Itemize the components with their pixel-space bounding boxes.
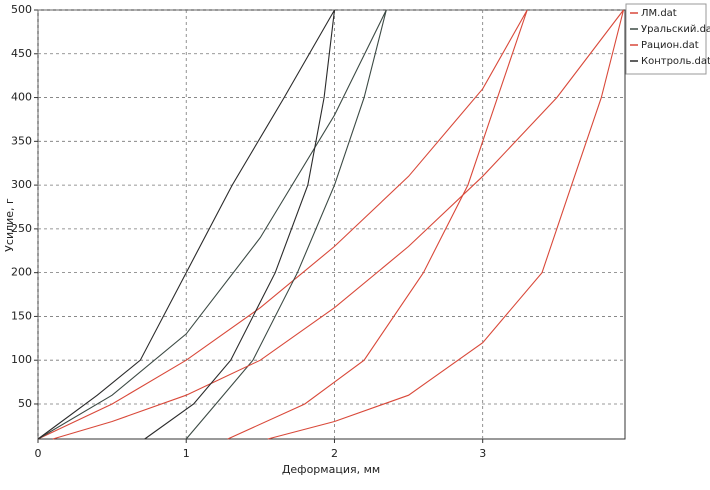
series-line xyxy=(52,9,625,440)
series-line xyxy=(37,9,336,440)
y-tick-label: 200 xyxy=(11,266,32,279)
legend-label: ЛМ.dat xyxy=(641,8,677,19)
y-tick-label: 300 xyxy=(11,178,32,191)
x-tick-label: 0 xyxy=(35,447,42,460)
y-tick-label: 400 xyxy=(11,91,32,104)
series-line xyxy=(37,9,387,440)
plot-area xyxy=(37,9,626,440)
legend-label: Рацион.dat xyxy=(641,40,699,51)
legend-label: Контроль.dat xyxy=(641,56,710,67)
y-tick-label: 100 xyxy=(11,353,32,366)
y-axis-label: Усилие, г xyxy=(3,198,16,252)
x-axis-label: Деформация, мм xyxy=(282,463,380,476)
legend-label: Уральский.dat xyxy=(641,24,710,35)
legend-box xyxy=(625,3,707,75)
y-tick-label: 150 xyxy=(11,309,32,322)
y-tick-label: 350 xyxy=(11,134,32,147)
y-tick-label: 250 xyxy=(11,222,32,235)
x-tick-label: 1 xyxy=(183,447,190,460)
x-tick-label: 2 xyxy=(331,447,338,460)
y-tick-label: 50 xyxy=(18,397,32,410)
y-tick-label: 450 xyxy=(11,47,32,60)
series-line xyxy=(37,9,528,440)
legend: ЛМ.dat Уральский.dat Рацион.dat Контроль.da… xyxy=(625,3,710,75)
x-tick-label: 3 xyxy=(479,447,486,460)
y-tick-label: 500 xyxy=(11,3,32,16)
